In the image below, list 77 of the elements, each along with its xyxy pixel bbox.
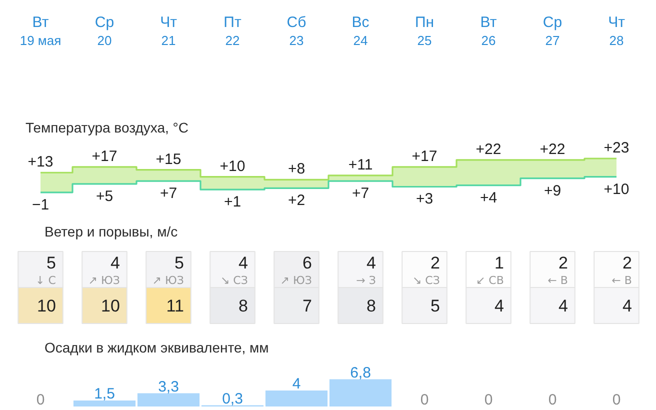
- category-label: Чт 28: [608, 14, 625, 48]
- data-label: +7: [160, 185, 178, 202]
- bar: [329, 379, 392, 406]
- data-label: +10: [604, 180, 630, 198]
- annotation: ↗ ЮЗ: [152, 274, 184, 287]
- chart-title: Температура воздуха, °C: [26, 120, 188, 136]
- category-label: Ср 27: [542, 14, 562, 48]
- category-label: Чт 21: [160, 14, 177, 48]
- bar: [265, 390, 328, 406]
- data-label: +8: [288, 160, 306, 178]
- annotation: ← В: [548, 274, 568, 287]
- data-label: 4: [494, 296, 504, 316]
- data-label: 11: [166, 296, 184, 316]
- data-label: +1: [224, 194, 242, 211]
- data-label: 4: [238, 254, 248, 272]
- data-label: +15: [156, 150, 182, 168]
- category-label: Пт 22: [224, 14, 242, 48]
- data-label: 4: [110, 254, 120, 272]
- data-label: 5: [46, 254, 56, 272]
- data-label: 8: [238, 296, 248, 316]
- data-label: 5: [174, 254, 184, 272]
- annotation: ↙ СВ: [476, 274, 504, 287]
- data-label: 4: [292, 375, 301, 392]
- data-label: +2: [288, 192, 306, 210]
- data-label: +9: [544, 182, 562, 200]
- data-label: 7: [302, 296, 312, 316]
- data-label: +3: [416, 190, 434, 208]
- annotation: ↗ ЮЗ: [280, 274, 312, 287]
- data-label: +5: [96, 188, 114, 205]
- data-label: 1,5: [94, 385, 115, 402]
- data-label: +17: [412, 148, 438, 165]
- data-label: 5: [430, 296, 440, 316]
- category-label: Пн 25: [414, 14, 434, 48]
- annotation: ↘ СЗ: [412, 274, 440, 287]
- annotation: ↘ СЗ: [220, 274, 248, 287]
- bar: [73, 400, 136, 406]
- data-label: 6: [302, 254, 312, 272]
- data-label: +22: [540, 140, 566, 158]
- data-label: 2: [430, 254, 440, 272]
- category-label: Вт 19 мая: [20, 14, 62, 48]
- data-label: +17: [92, 148, 118, 165]
- data-label: 4: [622, 296, 632, 316]
- data-label: 0: [548, 392, 557, 408]
- bar: [137, 393, 200, 406]
- data-label: 10: [36, 296, 56, 316]
- data-label: −1: [32, 196, 50, 214]
- category-label: Ср 20: [94, 14, 114, 48]
- data-label: +4: [480, 189, 498, 206]
- annotation: ↓ С: [36, 274, 56, 287]
- category-label: Вт 26: [480, 14, 497, 48]
- data-label: 8: [366, 296, 376, 316]
- data-label: 6,8: [350, 364, 371, 382]
- data-label: +11: [348, 156, 373, 174]
- data-label: 4: [366, 254, 376, 272]
- annotation: ← В: [612, 274, 632, 287]
- chart-title: Осадки в жидком эквиваленте, мм: [44, 340, 269, 356]
- data-label: 3,3: [158, 378, 179, 396]
- data-label: 1: [494, 254, 504, 272]
- data-label: +23: [604, 140, 630, 157]
- data-label: +13: [28, 154, 54, 171]
- data-label: +7: [352, 185, 370, 202]
- annotation: ↗ ЮЗ: [88, 274, 120, 287]
- data-label: 2: [558, 254, 568, 272]
- data-label: 4: [558, 296, 568, 316]
- data-label: 0: [36, 392, 45, 408]
- data-label: 0: [612, 392, 621, 408]
- data-label: 0: [420, 392, 429, 408]
- category-label: Сб 23: [286, 14, 306, 48]
- data-label: +10: [220, 158, 246, 175]
- annotation: → З: [356, 274, 376, 287]
- data-label: 10: [100, 296, 120, 316]
- data-label: 0: [484, 392, 493, 408]
- category-label: Вс 24: [352, 14, 370, 48]
- data-label: 0,3: [222, 390, 243, 408]
- chart-title: Ветер и порывы, м/с: [44, 224, 178, 240]
- data-label: +22: [476, 140, 502, 158]
- data-label: 2: [622, 254, 632, 272]
